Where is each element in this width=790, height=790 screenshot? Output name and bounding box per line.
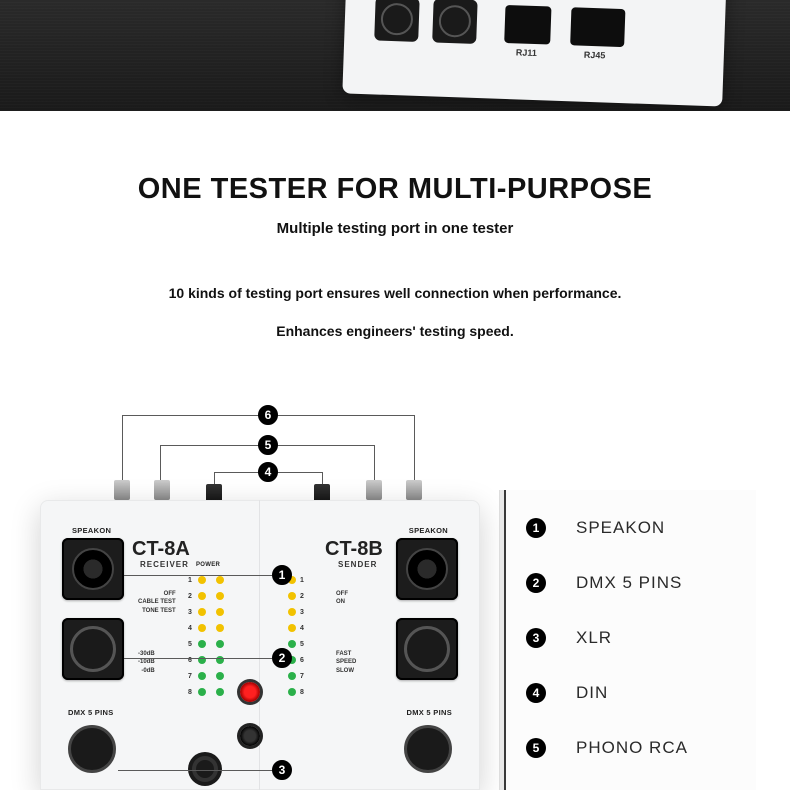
top-jack-1 — [374, 0, 420, 42]
legend-row-5: 5 PHONO RCA — [526, 738, 736, 758]
top-rj11-label: RJ11 — [516, 47, 537, 58]
legend-row-4: 4 DIN — [526, 683, 736, 703]
sw-on: OFF ON — [336, 590, 348, 607]
legend-text-4: DIN — [576, 683, 608, 703]
xlr-left — [68, 725, 116, 773]
callout-1: 1 — [272, 565, 292, 585]
led-col-a2 — [216, 576, 224, 696]
speakon-right — [396, 538, 458, 600]
callout-6: 6 — [258, 405, 278, 425]
diagram: 6 5 4 CT-8A RECEIVER CT-8B SENDER SPEAKO… — [0, 390, 790, 790]
led-col-a: 1 2 3 4 5 6 7 8 — [188, 576, 206, 696]
legend-num-4: 4 — [526, 683, 546, 703]
sw-cable: OFF CABLE TEST TONE TEST — [138, 590, 176, 615]
top-device-photo: TRS JACK RJ11 RJ45 — [342, 0, 727, 107]
model-a: CT-8A — [132, 538, 190, 561]
legend-text-1: SPEAKON — [576, 518, 665, 538]
dmx-left — [62, 618, 124, 680]
speakon-left — [62, 538, 124, 600]
jack-635 — [196, 760, 214, 778]
label-speakon-r: SPEAKON — [409, 526, 448, 535]
main-heading: ONE TESTER FOR MULTI-PURPOSE — [0, 173, 790, 206]
sw-att: -30dB -10dB -0dB — [138, 650, 155, 675]
top-banner: TRS JACK RJ11 RJ45 — [0, 0, 790, 111]
body-line-2: Enhances engineers' testing speed. — [0, 323, 790, 339]
legend-text-2: DMX 5 PINS — [576, 573, 682, 593]
legend-row-1: 1 SPEAKON — [526, 518, 736, 538]
model-b-sub: SENDER — [338, 560, 377, 569]
callout-2: 2 — [272, 648, 292, 668]
sw-speed: FAST SPEED SLOW — [336, 650, 356, 675]
top-rj45 — [570, 7, 625, 47]
legend-num-3: 3 — [526, 628, 546, 648]
led-col-b: 1 2 3 4 5 6 7 8 — [288, 576, 306, 696]
leader-1 — [124, 575, 272, 576]
xlr-right — [404, 725, 452, 773]
label-speakon-l: SPEAKON — [72, 526, 111, 535]
top-rj11 — [504, 5, 551, 45]
heading-block: ONE TESTER FOR MULTI-PURPOSE Multiple te… — [0, 173, 790, 339]
legend-num-1: 1 — [526, 518, 546, 538]
label-power: POWER — [196, 562, 220, 568]
leader-3 — [118, 770, 276, 771]
legend-text-5: PHONO RCA — [576, 738, 688, 758]
legend-row-2: 2 DMX 5 PINS — [526, 573, 736, 593]
leader-2 — [124, 658, 272, 659]
dmx-right — [396, 618, 458, 680]
model-b: CT-8B — [325, 538, 383, 561]
legend-num-2: 2 — [526, 573, 546, 593]
callout-3: 3 — [272, 760, 292, 780]
body-line-1: 10 kinds of testing port ensures well co… — [0, 285, 790, 301]
legend-panel: 1 SPEAKON 2 DMX 5 PINS 3 XLR 4 DIN 5 PHO… — [500, 490, 756, 790]
label-dmx-r: DMX 5 PINS — [406, 708, 452, 717]
post-red — [240, 682, 260, 702]
legend-row-3: 3 XLR — [526, 628, 736, 648]
top-jack-2 — [432, 0, 478, 44]
label-dmx-l: DMX 5 PINS — [68, 708, 114, 717]
sub-heading: Multiple testing port in one tester — [0, 220, 790, 237]
callout-4: 4 — [258, 462, 278, 482]
model-a-sub: RECEIVER — [140, 560, 189, 569]
top-rj45-label: RJ45 — [584, 50, 606, 61]
callout-5: 5 — [258, 435, 278, 455]
post-black — [240, 726, 260, 746]
legend-num-5: 5 — [526, 738, 546, 758]
device-body: CT-8A RECEIVER CT-8B SENDER SPEAKON SPEA… — [40, 500, 480, 790]
legend-text-3: XLR — [576, 628, 612, 648]
